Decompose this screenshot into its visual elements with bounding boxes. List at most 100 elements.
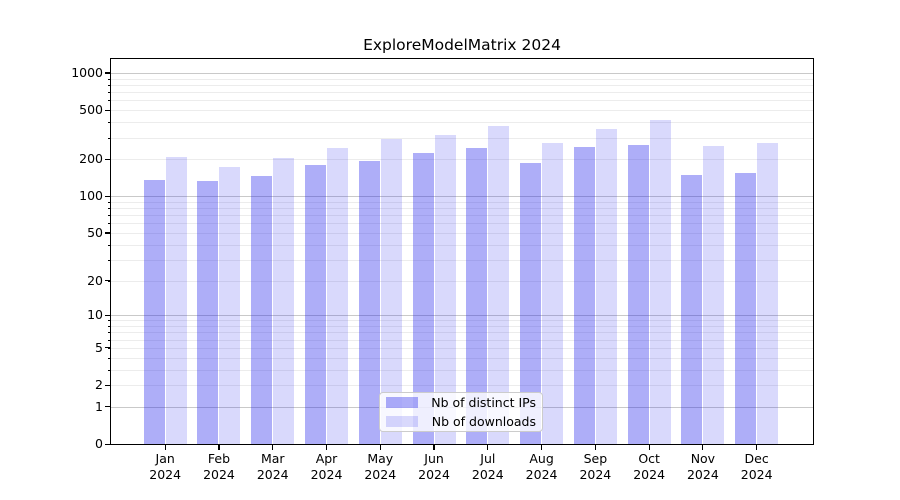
x-tick-mark: [272, 444, 274, 450]
y-minor-tick-mark: [107, 78, 110, 80]
x-tick-year: 2024: [418, 466, 450, 482]
y-minor-tick-mark: [107, 137, 110, 139]
x-tick-label: Nov 2024: [668, 451, 738, 482]
x-tick-label: Mar 2024: [238, 451, 308, 482]
bar-downloads: [165, 156, 187, 444]
gridline-minor: [111, 159, 813, 161]
x-tick-month: Mar: [260, 451, 285, 466]
y-minor-tick-mark: [107, 223, 110, 225]
gridline-minor: [111, 92, 813, 94]
y-minor-tick-mark: [107, 369, 110, 371]
y-tick-mark: [105, 314, 110, 316]
x-tick-year: 2024: [633, 466, 666, 482]
x-tick-mark: [164, 444, 166, 450]
x-tick-mark: [756, 444, 758, 450]
bar-downloads: [434, 135, 456, 444]
gridline-minor: [111, 110, 813, 112]
y-minor-tick-mark: [107, 122, 110, 124]
x-tick-year: 2024: [149, 466, 182, 482]
x-tick-mark: [433, 444, 435, 450]
x-tick-label: Jan 2024: [130, 451, 200, 482]
x-tick-year: 2024: [471, 466, 504, 482]
bar-downloads: [542, 143, 564, 444]
bar-downloads: [757, 143, 779, 444]
x-tick-month: Dec: [744, 451, 769, 466]
legend: Nb of distinct IPs Nb of downloads: [379, 392, 543, 432]
y-minor-tick-mark: [107, 208, 110, 210]
x-tick-month: Jun: [424, 451, 444, 466]
x-tick-mark: [540, 444, 543, 450]
x-tick-year: 2024: [740, 466, 773, 482]
x-tick-year: 2024: [256, 466, 289, 482]
y-minor-tick-mark: [107, 347, 110, 349]
gridline-minor: [111, 232, 813, 234]
x-tick-month: Oct: [638, 451, 660, 466]
gridline-minor: [111, 223, 813, 225]
legend-label: Nb of distinct IPs: [431, 395, 536, 410]
x-tick-label: Sep 2024: [560, 451, 630, 482]
y-minor-tick-mark: [107, 201, 110, 203]
gridline-minor: [111, 339, 813, 341]
x-tick-year: 2024: [686, 466, 719, 482]
gridline-minor: [111, 326, 813, 327]
y-tick-label: 500: [79, 102, 103, 118]
gridline-minor: [111, 137, 813, 139]
y-tick-label: 1000: [71, 64, 103, 80]
x-tick-mark: [218, 444, 220, 450]
legend-item: Nb of distinct IPs: [386, 395, 536, 410]
x-tick-year: 2024: [364, 466, 397, 482]
gridline-minor: [111, 78, 813, 80]
y-tick-label: 10: [87, 307, 103, 323]
x-tick-month: Nov: [690, 451, 716, 466]
x-tick-label: Oct 2024: [614, 451, 684, 482]
y-minor-tick-mark: [107, 320, 110, 322]
y-tick-label: 1: [95, 398, 103, 414]
gridline-minor: [111, 84, 813, 86]
x-tick-month: Apr: [315, 451, 338, 466]
gridline-minor: [111, 357, 813, 359]
y-minor-tick-mark: [107, 332, 110, 334]
bar-downloads: [595, 128, 617, 444]
gridline-minor: [111, 244, 813, 246]
y-minor-tick-mark: [107, 326, 110, 327]
y-tick-mark: [105, 406, 110, 408]
gridline-major: [111, 315, 813, 317]
y-tick-label: 5: [95, 339, 103, 355]
y-minor-tick-mark: [107, 84, 110, 86]
bar-distinct-ips: [466, 148, 488, 444]
x-tick-label: Jun 2024: [399, 451, 469, 482]
y-minor-tick-mark: [107, 339, 110, 341]
x-tick-mark: [379, 444, 381, 450]
bar-downloads: [380, 138, 402, 444]
y-tick-label: 20: [87, 272, 103, 288]
gridline-major: [111, 196, 813, 198]
x-tick-label: Aug 2024: [507, 451, 577, 482]
gridline-minor: [111, 208, 813, 210]
x-tick-label: Jul 2024: [453, 451, 523, 482]
y-minor-tick-mark: [107, 100, 110, 102]
y-tick-label: 200: [79, 151, 103, 167]
legend-label: Nb of downloads: [431, 414, 536, 429]
bar-downloads: [219, 167, 241, 444]
legend-item: Nb of downloads: [386, 414, 536, 429]
y-minor-tick-mark: [107, 215, 110, 217]
gridline-minor: [111, 332, 813, 334]
x-tick-mark: [325, 444, 328, 450]
y-minor-tick-mark: [107, 385, 110, 386]
x-tick-month: Feb: [207, 451, 231, 466]
x-tick-month: Jul: [480, 451, 496, 466]
y-tick-label: 50: [87, 224, 103, 240]
bar-downloads: [327, 148, 348, 444]
gridline-minor: [111, 320, 813, 322]
x-tick-month: Aug: [529, 451, 554, 466]
bar-downloads: [273, 158, 295, 444]
bar-downloads: [649, 119, 671, 444]
bar-distinct-ips: [573, 147, 595, 444]
x-tick-mark: [648, 444, 650, 450]
chart-title: ExploreModelMatrix 2024: [363, 36, 561, 54]
x-tick-mark: [487, 444, 489, 450]
gridline-minor: [111, 215, 813, 217]
x-tick-month: May: [367, 451, 394, 466]
y-minor-tick-mark: [107, 159, 110, 161]
